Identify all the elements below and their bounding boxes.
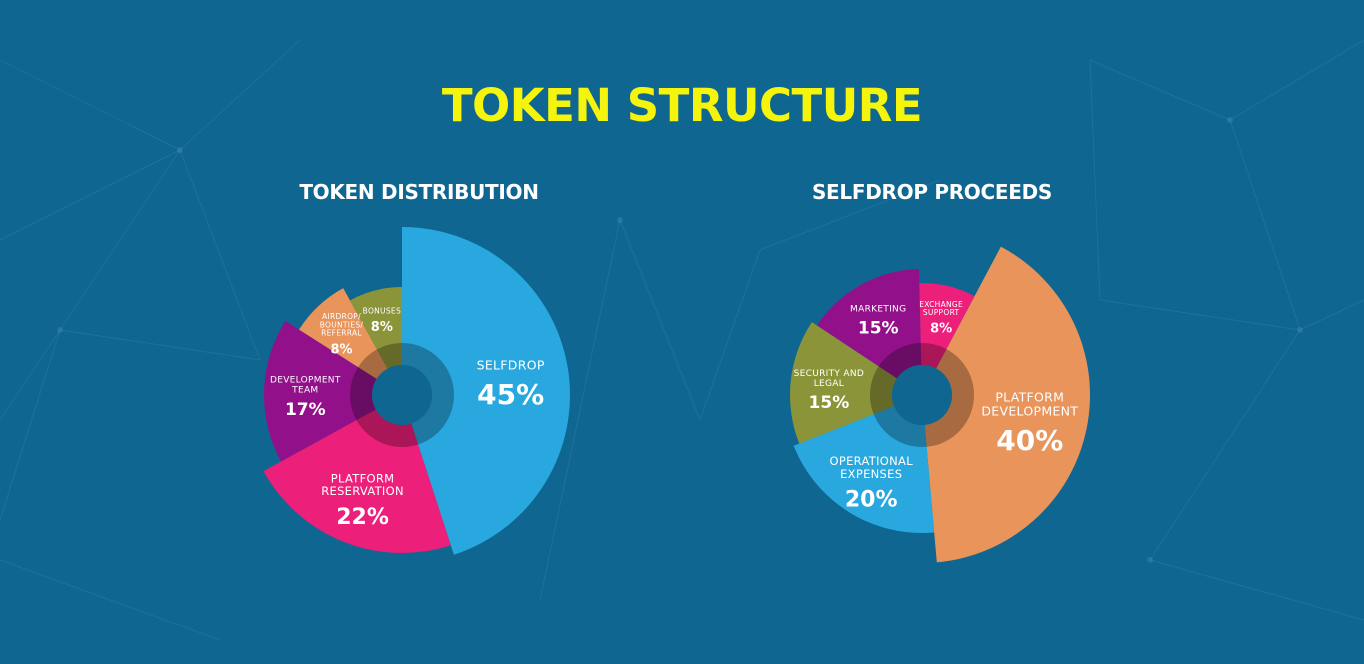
slice-marketing <box>816 269 922 379</box>
slice-label-security-and-legal: SECURITY AND <box>794 369 864 379</box>
slice-platform-reservation <box>263 409 451 553</box>
slice-platform-development <box>924 246 1090 563</box>
slice-ring-operational-expenses <box>873 406 927 447</box>
slice-exchange-support <box>919 283 975 369</box>
slice-label-development-team: TEAM <box>291 385 318 395</box>
slice-label-airdrop-bounties-referral: AIRDROP/ <box>322 312 361 321</box>
slice-ring-airdrop-bounties-referral <box>358 349 388 379</box>
slice-label-platform-reservation: RESERVATION <box>321 484 404 498</box>
slice-label-platform-reservation: PLATFORM <box>331 471 395 485</box>
page-title: TOKEN STRUCTURE <box>441 79 923 132</box>
slice-ring-exchange-support <box>920 343 947 369</box>
slice-value-exchange-support: 8% <box>930 322 952 337</box>
slice-value-security-and-legal: 15% <box>809 393 850 413</box>
slice-label-operational-expenses: EXPENSES <box>840 467 902 481</box>
chart-center-hole <box>892 365 952 425</box>
slice-label-bonuses: BONUSES <box>363 306 401 315</box>
slice-label-security-and-legal: LEGAL <box>814 379 844 389</box>
selfdrop-proceeds-title: SELFDROP PROCEEDS <box>811 180 1053 204</box>
slice-value-operational-expenses: 20% <box>845 488 898 513</box>
slice-label-development-team: DEVELOPMENT <box>270 376 341 386</box>
slice-value-bonuses: 8% <box>371 320 393 335</box>
token-distribution-title: TOKEN DISTRIBUTION <box>299 180 539 204</box>
slice-security-and-legal <box>790 322 897 444</box>
slice-label-airdrop-bounties-referral: BOUNTIES/ <box>320 320 364 329</box>
slice-label-platform-development: DEVELOPMENT <box>981 403 1078 418</box>
slice-ring-development-team <box>350 367 377 421</box>
slice-label-exchange-support: EXCHANGE <box>919 300 963 309</box>
slice-ring-marketing <box>878 343 922 379</box>
slice-value-platform-reservation: 22% <box>336 505 389 530</box>
slice-label-operational-expenses: OPERATIONAL <box>830 454 914 468</box>
slice-value-selfdrop: 45% <box>477 378 544 411</box>
slice-label-platform-development: PLATFORM <box>995 390 1064 405</box>
slice-label-airdrop-bounties-referral: REFERRAL <box>321 329 362 338</box>
slice-label-exchange-support: SUPPORT <box>923 308 960 317</box>
slice-value-airdrop-bounties-referral: 8% <box>330 342 352 357</box>
slice-label-selfdrop: SELFDROP <box>477 357 545 372</box>
slice-development-team <box>264 321 377 462</box>
slice-airdrop-bounties-referral <box>298 288 388 379</box>
slice-ring-platform-development <box>924 349 974 447</box>
slice-operational-expenses <box>793 406 935 533</box>
slice-ring-selfdrop <box>402 343 455 445</box>
slice-value-platform-development: 40% <box>996 424 1063 457</box>
slice-bonuses <box>349 287 402 369</box>
slice-ring-bonuses <box>376 343 402 369</box>
chart-center-hole <box>372 365 432 425</box>
slice-label-marketing: MARKETING <box>850 304 906 314</box>
slice-selfdrop <box>402 227 570 555</box>
slice-ring-security-and-legal <box>870 366 897 415</box>
slice-value-marketing: 15% <box>858 319 899 339</box>
slice-value-development-team: 17% <box>285 400 326 420</box>
slice-ring-platform-reservation <box>356 409 419 447</box>
